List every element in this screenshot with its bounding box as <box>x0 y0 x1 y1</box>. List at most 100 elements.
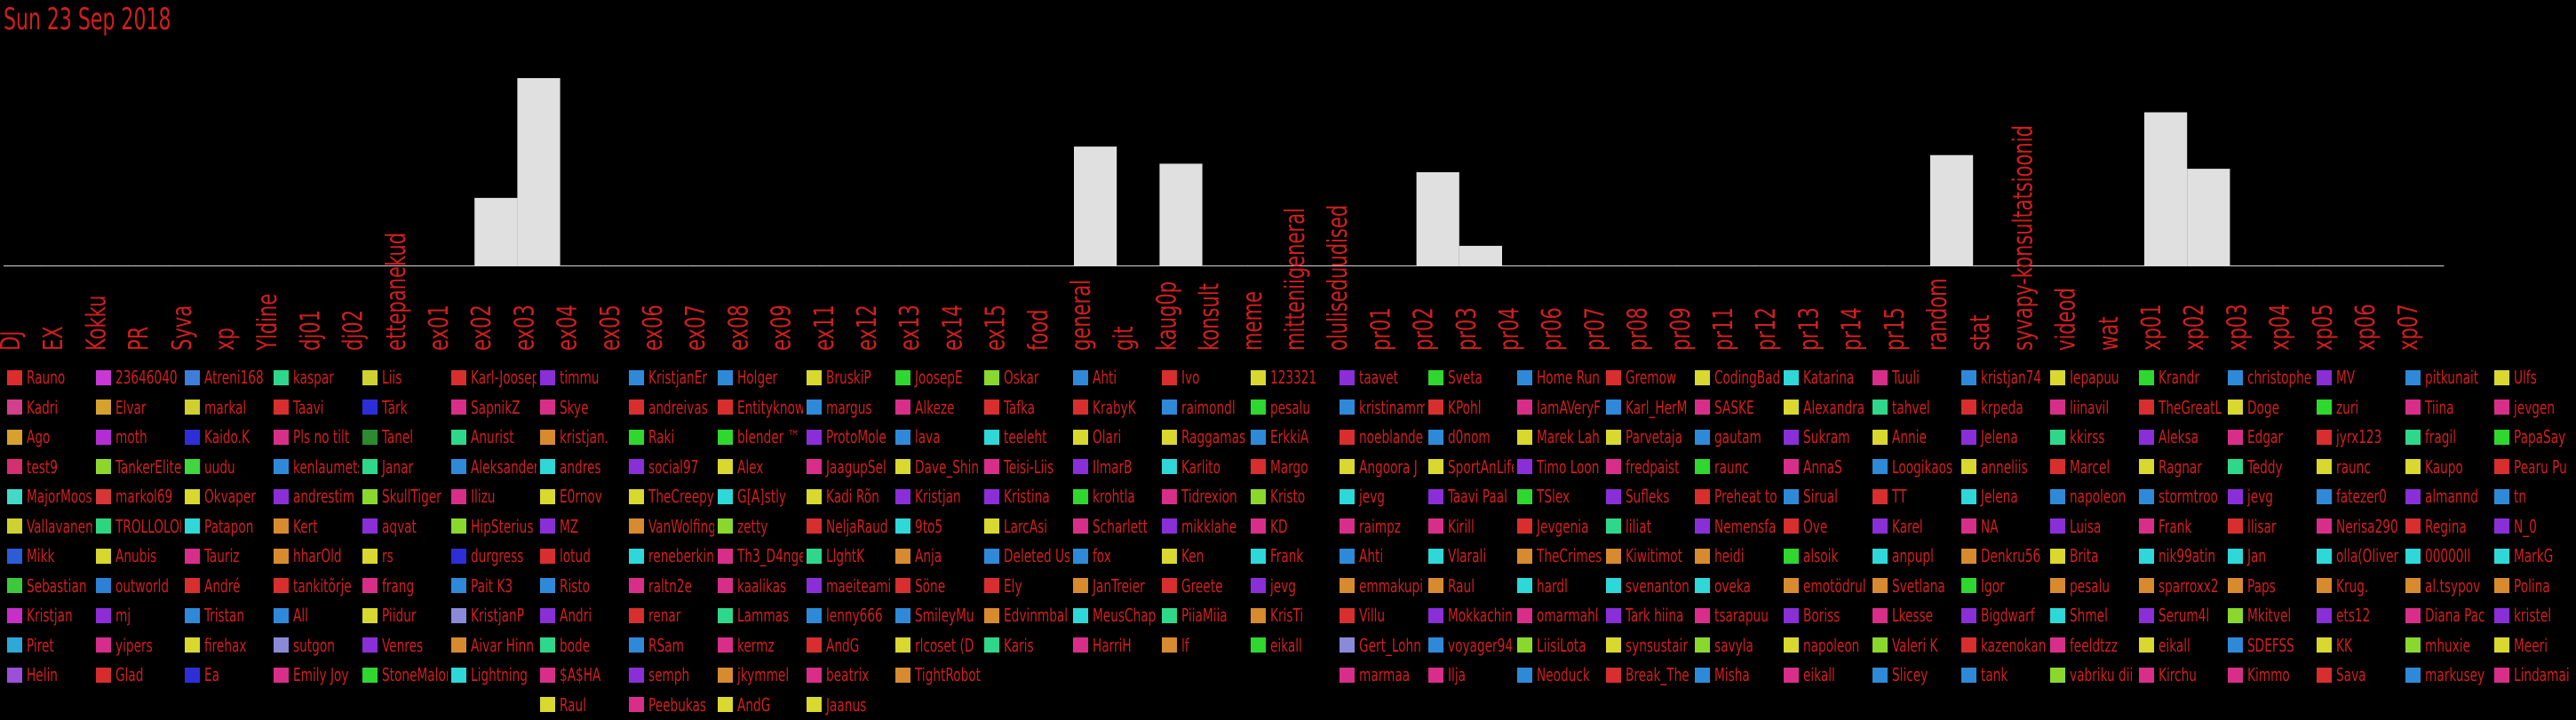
legend-item: liinavil <box>2050 392 2135 423</box>
legend-item: Tafka <box>984 392 1069 423</box>
legend-swatch <box>718 429 733 445</box>
legend-swatch <box>1162 429 1177 445</box>
legend-item: G[A]stly <box>718 481 803 511</box>
legend-swatch <box>96 369 111 385</box>
legend-label: Liis <box>382 367 402 388</box>
legend-item: Gremow <box>1606 362 1691 392</box>
legend-label: Valeri K <box>1892 634 1938 656</box>
legend-label: Brita <box>2070 545 2099 566</box>
legend-swatch <box>1961 578 1976 593</box>
legend-item: reneberkin <box>629 541 714 571</box>
legend-label: raltn2e <box>648 574 692 597</box>
legend-swatch <box>629 518 644 534</box>
legend-item: NeljaRaud <box>807 511 892 542</box>
legend-swatch <box>718 400 733 415</box>
legend-label: Anubis <box>115 545 157 566</box>
legend-label: KristjanP <box>471 605 524 626</box>
legend-swatch <box>895 667 910 683</box>
legend-swatch <box>185 667 200 683</box>
legend-swatch <box>984 369 999 385</box>
legend-swatch <box>1961 429 1976 445</box>
legend-swatch <box>1073 400 1088 415</box>
legend-item: Krandr <box>2139 362 2224 392</box>
legend-label: tsarapuu <box>1714 605 1769 626</box>
legend-item: Karis <box>984 630 1069 661</box>
legend-label: oveka <box>1714 574 1751 597</box>
legend-label: Gert_Lohn <box>1359 634 1421 656</box>
legend-item: IlmarB <box>1073 452 1158 482</box>
legend-item: CodingBad <box>1695 362 1780 392</box>
legend-swatch <box>2228 667 2243 683</box>
legend-label: kristjan74 <box>1981 367 2042 388</box>
legend-item: PiiaMiia <box>1162 600 1247 630</box>
legend-swatch <box>1428 637 1443 653</box>
legend-swatch <box>7 459 22 474</box>
legend-swatch <box>1606 459 1621 474</box>
bar-pr09 <box>1673 265 1716 266</box>
legend-item: Svetlana <box>1872 571 1958 601</box>
legend-swatch <box>1517 667 1532 683</box>
legend-item: tahvel <box>1872 392 1958 423</box>
legend-swatch <box>1162 578 1177 593</box>
legend-item: Ragnar <box>2139 452 2224 482</box>
legend-swatch <box>451 607 466 623</box>
legend-swatch <box>2405 369 2421 385</box>
legend-swatch <box>1872 607 1888 623</box>
legend-item: Kadri <box>7 392 92 423</box>
legend-label: Alkeze <box>915 396 955 418</box>
legend-label: KristjanEr <box>648 367 707 388</box>
legend-label: Igor <box>1981 574 2005 597</box>
legend-item: Kiwitimot <box>1606 541 1691 571</box>
legend-item: Peebukas <box>629 690 714 720</box>
legend-item: taavet <box>1340 362 1425 392</box>
legend-label: nik99atin <box>2159 545 2215 566</box>
legend-swatch <box>629 607 644 623</box>
legend-label: Svetlana <box>1892 574 1945 597</box>
legend-item: Tanel <box>362 422 448 452</box>
legend-label: Karlito <box>1181 455 1221 478</box>
legend-item: Pearu Pu <box>2494 452 2576 482</box>
legend-swatch <box>1340 518 1355 534</box>
legend-item: Th3_D4nger <box>718 541 803 571</box>
legend-item: Lkesse <box>1872 600 1958 630</box>
legend-label: Kristjan <box>27 605 73 626</box>
legend-item: JanTreier <box>1073 571 1158 601</box>
legend-label: Boriss <box>1803 605 1841 626</box>
x-tick-label: DJ <box>0 331 27 351</box>
legend-swatch <box>895 459 910 474</box>
legend-label: HarriH <box>1093 634 1132 656</box>
activity-bar-chart: DJ EX Kokku PR Syva xp Yldine dj01 dj02 ettepanek… <box>0 78 2445 352</box>
legend-item: hharOld <box>274 541 359 571</box>
legend-item: Vlarali <box>1428 541 1514 571</box>
legend-item: Piidur <box>362 600 448 630</box>
bar-pr12 <box>1759 265 1802 266</box>
legend-label: jyrx123 <box>2336 426 2382 447</box>
legend-swatch <box>2050 429 2065 445</box>
legend-item: AndG <box>807 630 892 661</box>
legend-item: andrestim <box>274 481 359 511</box>
legend-swatch <box>96 578 111 593</box>
legend-swatch <box>362 488 378 504</box>
legend-item: jevg <box>1340 481 1425 511</box>
legend-item: andreivas <box>629 392 714 423</box>
legend-label: timmu <box>560 367 600 388</box>
legend-label: LlghtK <box>826 545 865 566</box>
x-tick-label: ex03 <box>510 305 541 351</box>
legend-item: Frank <box>1251 541 1336 571</box>
legend-label: jevgen <box>2514 396 2556 418</box>
legend-item: Risto <box>540 571 625 601</box>
legend-label: LarcAsi <box>1004 515 1048 537</box>
legend-swatch <box>2494 400 2509 415</box>
legend-item: AndG <box>718 690 803 720</box>
legend-swatch <box>1784 429 1799 445</box>
legend-label: Jelena <box>1981 486 2018 507</box>
legend-swatch <box>1961 369 1976 385</box>
legend-item: Glad <box>96 660 181 690</box>
legend-swatch <box>2228 578 2243 593</box>
legend-label: renar <box>648 605 681 626</box>
legend-swatch <box>2317 400 2332 415</box>
legend-item: TT <box>1872 481 1958 511</box>
legend-item: teeleht <box>984 422 1069 452</box>
legend-label: Villu <box>1359 605 1386 626</box>
legend-label: Parvetaja <box>1626 426 1682 447</box>
